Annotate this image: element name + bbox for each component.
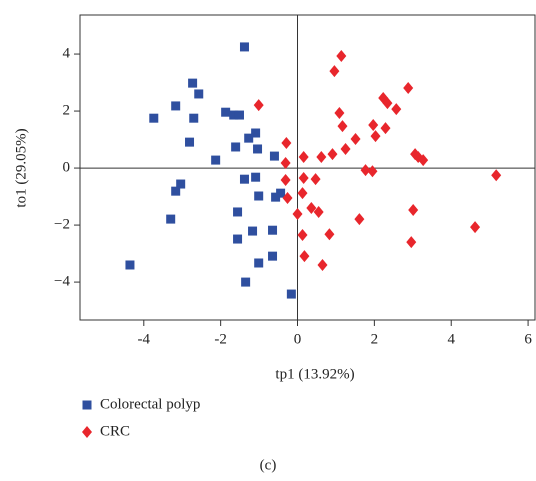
point (292, 207, 303, 220)
y-tick-label: −4 (54, 274, 70, 290)
point (271, 192, 281, 202)
point (253, 144, 263, 154)
point (276, 188, 286, 198)
y-tick-label: −2 (54, 217, 70, 233)
point (251, 128, 261, 138)
point (360, 164, 371, 177)
plot-frame (79, 14, 536, 321)
legend-marker (82, 426, 92, 438)
point (368, 119, 379, 132)
point (334, 107, 345, 120)
point (188, 78, 198, 88)
point (298, 150, 309, 163)
point (239, 174, 249, 184)
point (408, 203, 419, 216)
point (171, 186, 181, 196)
point (233, 234, 243, 244)
x-tick-label: 2 (371, 331, 379, 347)
point (176, 179, 186, 189)
point (239, 42, 249, 52)
point (231, 142, 241, 152)
x-tick-label: 4 (447, 331, 455, 347)
legend-marker (82, 400, 92, 410)
point (268, 225, 278, 235)
point (280, 156, 291, 169)
point (254, 191, 264, 201)
x-tick-label: -2 (214, 331, 227, 347)
point (324, 228, 335, 241)
point (418, 154, 429, 167)
legend-label: CRC (100, 423, 130, 439)
y-tick-label: 4 (63, 45, 71, 61)
point (229, 110, 239, 120)
point (268, 251, 278, 261)
point (403, 81, 414, 94)
point (336, 50, 347, 63)
caption: (c) (260, 457, 277, 473)
point (282, 192, 293, 204)
point (380, 122, 391, 135)
x-tick-label: -4 (138, 331, 151, 347)
point (269, 151, 279, 161)
point (248, 226, 258, 236)
point (189, 113, 199, 123)
point (340, 142, 351, 155)
point (297, 187, 308, 200)
point (313, 205, 324, 218)
point (281, 136, 292, 149)
y-axis-title: to1 (29.05%) (13, 128, 29, 207)
point (298, 172, 309, 185)
point (166, 214, 176, 224)
point (350, 132, 361, 145)
point (354, 213, 365, 226)
x-tick-label: 0 (294, 331, 302, 347)
point (297, 229, 308, 242)
point (286, 289, 296, 299)
legend-label: Colorectal polyp (100, 396, 200, 412)
point (337, 120, 348, 133)
point (299, 250, 310, 263)
point (253, 99, 264, 112)
point (310, 173, 321, 186)
point (171, 101, 181, 111)
point (234, 110, 244, 120)
y-tick-label: 2 (63, 102, 71, 118)
point (244, 133, 254, 143)
x-axis-title: tp1 (13.92%) (275, 366, 354, 382)
point (370, 130, 381, 143)
point (149, 113, 159, 123)
y-tick-label: 0 (63, 160, 71, 176)
point (185, 137, 195, 147)
point (316, 150, 327, 163)
point (367, 165, 378, 178)
point (254, 258, 264, 268)
point (306, 201, 317, 214)
point (280, 174, 291, 187)
point (251, 172, 261, 182)
point (125, 260, 135, 270)
point (329, 65, 340, 78)
point (391, 103, 402, 116)
point (470, 221, 481, 234)
point (241, 277, 251, 287)
point (406, 236, 417, 249)
point (491, 169, 502, 182)
point (233, 207, 243, 217)
x-tick-label: 6 (524, 331, 532, 347)
point (382, 97, 393, 110)
point (327, 148, 338, 161)
point (211, 155, 221, 165)
point (194, 89, 204, 99)
point (221, 107, 231, 117)
point (317, 258, 328, 271)
